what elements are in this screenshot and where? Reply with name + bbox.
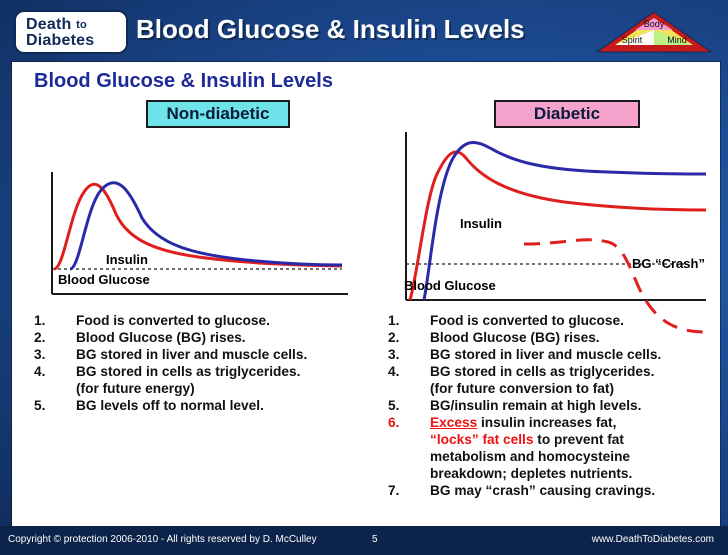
right-list-row: 5. BG/insulin remain at high levels. — [388, 397, 718, 414]
left-list-row: 1. Food is converted to glucose. — [34, 312, 384, 329]
non-diabetic-blood-glucose-label: Blood Glucose — [58, 272, 150, 287]
right-list-row: 1. Food is converted to glucose. — [388, 312, 718, 329]
bg-crash-label: BG “Crash” — [632, 256, 705, 271]
excess-text: Excess — [430, 415, 478, 430]
right-list-text: BG stored in cells as triglycerides. — [430, 364, 655, 379]
non-diabetic-glucose-curve — [53, 182, 343, 271]
right-list-number: 2. — [388, 330, 400, 345]
logo: Death to Diabetes — [14, 10, 128, 54]
content-panel: Blood Glucose & Insulin Levels Non-diabe… — [12, 62, 720, 530]
left-list-row: 3. BG stored in liver and muscle cells. — [34, 346, 384, 363]
header-title: Blood Glucose & Insulin Levels — [136, 14, 525, 44]
right-list-text: insulin increases fat, — [477, 415, 617, 430]
diabetic-chart-svg: Insulin Blood Glucose BG “Crash” — [404, 132, 707, 334]
pyramid-left-label: Spirit — [622, 35, 643, 45]
diabetic-axes — [405, 132, 706, 301]
right-list-row: 7. BG may “crash” causing cravings. — [388, 482, 718, 499]
right-list-text: Blood Glucose (BG) rises. — [430, 330, 600, 345]
non-diabetic-curves — [53, 181, 343, 271]
right-list-text: (for future conversion to fat) — [430, 381, 615, 396]
diabetic-chart: Insulin Blood Glucose BG “Crash” — [394, 94, 724, 334]
left-list-row: 4. BG stored in cells as triglycerides. — [34, 363, 384, 380]
footer-copyright: Copyright © protection 2006-2010 - All r… — [8, 534, 317, 545]
left-list-number: 5. — [34, 398, 46, 413]
pyramid-right-label: Mind — [667, 35, 687, 45]
footer-url: www.DeathToDiabetes.com — [591, 534, 714, 545]
right-list-row: 3. BG stored in liver and muscle cells. — [388, 346, 718, 363]
right-list-number: 6. — [388, 415, 400, 430]
non-diabetic-steps-list: 1. Food is converted to glucose. 2. Blood G… — [34, 312, 384, 414]
non-diabetic-insulin-curve — [69, 181, 343, 271]
left-list-row: 2. Blood Glucose (BG) rises. — [34, 329, 384, 346]
left-list-text: Food is converted to glucose. — [76, 313, 270, 328]
right-list-number: 7. — [388, 483, 400, 498]
logo-line-1: Death to — [26, 16, 87, 34]
right-list-number: 5. — [388, 398, 400, 413]
non-diabetic-chart-svg: Insulin Blood Glucose — [51, 172, 348, 295]
left-list-text: (for future energy) — [76, 381, 195, 396]
right-list-text: Food is converted to glucose. — [430, 313, 624, 328]
diabetic-insulin-label: Insulin — [460, 216, 502, 231]
pyramid-top-label: Body — [644, 19, 665, 29]
right-list-row: 4. BG stored in cells as triglycerides. — [388, 363, 718, 380]
footer: Copyright © protection 2006-2010 - All r… — [0, 526, 728, 555]
diabetic-steps-list: 1. Food is converted to glucose. 2. Blood G… — [388, 312, 718, 499]
left-list-text: BG levels off to normal level. — [76, 398, 264, 413]
left-list-text: Blood Glucose (BG) rises. — [76, 330, 246, 345]
right-list-text: BG/insulin remain at high levels. — [430, 398, 642, 413]
right-list-row: metabolism and homocysteine — [388, 448, 718, 465]
left-list-row: (for future energy) — [34, 380, 384, 397]
diabetic-curves — [408, 140, 707, 334]
right-list-number: 1. — [388, 313, 400, 328]
left-list-number: 2. — [34, 330, 46, 345]
logo-word-to: to — [76, 19, 87, 31]
right-list-row: 6. Excess insulin increases fat, — [388, 414, 718, 431]
right-list-row: 2. Blood Glucose (BG) rises. — [388, 329, 718, 346]
right-list-row: breakdown; depletes nutrients. — [388, 465, 718, 482]
logo-line-2: Diabetes — [26, 32, 95, 49]
left-list-number: 3. — [34, 347, 46, 362]
left-list-text: BG stored in liver and muscle cells. — [76, 347, 308, 362]
right-list-text: metabolism and homocysteine — [430, 449, 631, 464]
non-diabetic-badge: Non-diabetic — [146, 100, 290, 128]
diabetic-badge: Diabetic — [494, 100, 640, 128]
right-list-text: breakdown; depletes nutrients. — [430, 466, 633, 481]
right-list-number: 3. — [388, 347, 400, 362]
left-list-text: BG stored in cells as triglycerides. — [76, 364, 301, 379]
right-list-text: BG stored in liver and muscle cells. — [430, 347, 662, 362]
diabetic-glucose-curve-high — [408, 150, 707, 301]
non-diabetic-insulin-label: Insulin — [106, 252, 148, 267]
panel-title: Blood Glucose & Insulin Levels — [34, 70, 333, 92]
body-spirit-mind-pyramid-icon: Body Spirit Mind — [595, 10, 713, 54]
non-diabetic-axes — [51, 172, 348, 295]
diabetic-blood-glucose-label: Blood Glucose — [404, 278, 496, 293]
left-list-row: 5. BG levels off to normal level. — [34, 397, 384, 414]
locks-fat-cells-text: “locks” fat cells — [430, 432, 534, 447]
left-list-number: 4. — [34, 364, 46, 379]
left-list-number: 1. — [34, 313, 46, 328]
right-list-number: 4. — [388, 364, 400, 379]
right-list-row: (for future conversion to fat) — [388, 380, 718, 397]
right-list-text: to prevent fat — [533, 432, 624, 447]
diabetic-bg-crash-curve — [523, 238, 707, 334]
non-diabetic-chart: Insulin Blood Glucose — [36, 94, 366, 334]
diabetic-insulin-curve — [422, 140, 707, 301]
right-list-row: “locks” fat cells to prevent fat — [388, 431, 718, 448]
logo-word-death: Death — [26, 16, 72, 33]
footer-page-number: 5 — [372, 534, 378, 545]
right-list-text: BG may “crash” causing cravings. — [430, 483, 656, 498]
